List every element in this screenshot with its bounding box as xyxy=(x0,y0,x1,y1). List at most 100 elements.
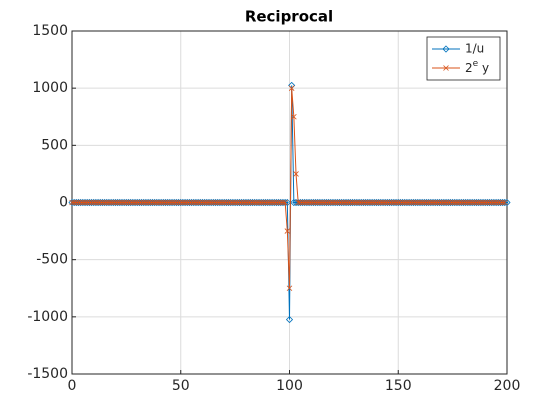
marker xyxy=(456,199,462,206)
y-tick-label: -500 xyxy=(36,252,68,268)
marker xyxy=(480,199,486,206)
series-line xyxy=(72,88,505,289)
x-tick-label: 0 xyxy=(68,378,77,394)
marker xyxy=(197,199,204,206)
marker xyxy=(360,199,367,206)
marker xyxy=(258,199,265,206)
marker xyxy=(238,199,245,206)
marker xyxy=(260,199,267,206)
marker xyxy=(243,199,249,206)
marker xyxy=(425,199,432,206)
x-tick-label: 100 xyxy=(276,378,303,394)
marker xyxy=(325,199,332,206)
marker xyxy=(401,199,408,206)
marker xyxy=(210,199,217,206)
marker xyxy=(284,228,291,234)
marker xyxy=(488,199,495,206)
marker xyxy=(310,199,317,206)
marker xyxy=(154,199,160,206)
marker xyxy=(138,199,145,206)
x-tick-label: 50 xyxy=(172,378,190,394)
marker xyxy=(388,199,395,206)
marker xyxy=(97,199,104,206)
marker xyxy=(149,199,156,206)
marker xyxy=(501,198,509,207)
marker xyxy=(160,199,167,206)
marker xyxy=(358,199,365,206)
marker xyxy=(391,199,397,206)
marker xyxy=(201,199,208,206)
marker xyxy=(356,199,362,206)
marker xyxy=(338,199,345,206)
marker xyxy=(421,199,428,206)
marker xyxy=(384,199,391,206)
legend-marker xyxy=(442,45,450,53)
marker xyxy=(162,199,169,206)
marker xyxy=(191,199,197,206)
marker xyxy=(419,199,425,206)
marker xyxy=(169,199,175,206)
marker xyxy=(214,199,221,206)
marker xyxy=(143,199,149,206)
marker xyxy=(408,199,415,206)
marker xyxy=(73,199,80,206)
marker xyxy=(121,199,127,206)
marker xyxy=(475,199,482,206)
marker xyxy=(415,199,421,206)
marker xyxy=(308,199,315,206)
marker xyxy=(438,199,445,206)
marker xyxy=(317,199,323,206)
marker xyxy=(304,199,310,206)
marker xyxy=(219,199,225,206)
marker xyxy=(445,199,452,206)
marker xyxy=(177,199,184,206)
marker xyxy=(204,199,210,206)
marker xyxy=(288,85,295,91)
marker xyxy=(412,199,419,206)
marker xyxy=(441,199,447,206)
marker xyxy=(291,113,297,120)
marker xyxy=(467,199,473,206)
marker xyxy=(395,199,402,206)
marker xyxy=(323,199,330,206)
marker xyxy=(351,199,358,206)
marker xyxy=(75,199,82,206)
marker xyxy=(256,199,262,206)
marker xyxy=(232,199,238,206)
marker xyxy=(332,199,338,206)
marker xyxy=(499,199,506,206)
marker xyxy=(84,199,91,206)
marker xyxy=(306,199,312,206)
marker xyxy=(271,199,278,206)
x-tick-label: 200 xyxy=(494,378,521,394)
marker xyxy=(371,199,378,206)
legend-label: 1/u xyxy=(465,42,484,56)
marker xyxy=(373,199,380,206)
marker xyxy=(77,199,84,206)
marker xyxy=(347,199,354,206)
marker xyxy=(460,199,467,206)
marker xyxy=(106,199,112,206)
marker xyxy=(86,199,93,206)
marker xyxy=(90,199,97,206)
marker xyxy=(264,199,271,206)
marker xyxy=(175,199,182,206)
marker xyxy=(145,199,151,206)
marker xyxy=(99,199,106,206)
marker xyxy=(497,199,504,206)
marker xyxy=(430,199,436,206)
marker xyxy=(221,199,228,206)
marker xyxy=(378,199,384,206)
marker xyxy=(386,199,393,206)
marker xyxy=(367,199,373,206)
marker xyxy=(247,199,254,206)
marker xyxy=(112,199,119,206)
marker xyxy=(312,199,319,206)
x-tick-label: 150 xyxy=(385,378,412,394)
marker xyxy=(285,316,294,324)
marker xyxy=(406,199,412,206)
marker xyxy=(134,199,141,206)
marker xyxy=(262,199,269,206)
marker xyxy=(82,199,88,206)
marker xyxy=(399,199,406,206)
